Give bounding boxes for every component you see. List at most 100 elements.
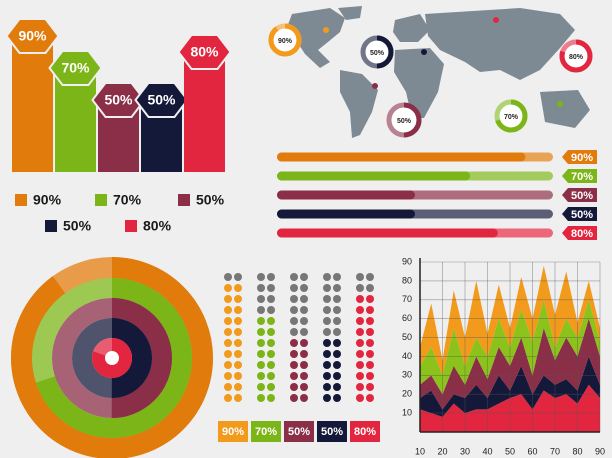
dot-filled	[323, 383, 331, 391]
dot-filled	[356, 295, 364, 303]
dot-filled	[366, 394, 374, 402]
dot-empty	[290, 328, 298, 336]
bar-hexagon	[177, 34, 232, 70]
dot-filled	[356, 394, 364, 402]
dot-filled	[300, 383, 308, 391]
map-pin	[372, 83, 378, 89]
dot-filled	[257, 350, 265, 358]
dot-filled	[333, 339, 341, 347]
dot-filled	[356, 328, 364, 336]
bar-label: 50%	[104, 92, 133, 108]
dot-filled	[267, 317, 275, 325]
dot-filled	[290, 372, 298, 380]
dot-filled	[257, 328, 265, 336]
y-tick-label: 10	[402, 407, 412, 417]
dot-filled	[323, 372, 331, 380]
dot-filled	[224, 328, 232, 336]
dot-filled	[224, 383, 232, 391]
dot-filled	[356, 350, 364, 358]
y-tick-label: 60	[402, 313, 412, 323]
dot-empty	[300, 317, 308, 325]
dot-filled	[323, 394, 331, 402]
dot-filled	[257, 339, 265, 347]
progress-label: 50%	[571, 209, 593, 221]
progress-label: 70%	[571, 171, 593, 183]
dot-filled	[234, 295, 242, 303]
dot-empty	[333, 306, 341, 314]
dot-empty	[323, 328, 331, 336]
dot-filled	[257, 394, 265, 402]
x-tick-label: 40	[482, 446, 492, 456]
dot-empty	[300, 284, 308, 292]
y-tick-label: 70	[402, 294, 412, 304]
dot-filled	[300, 394, 308, 402]
dot-empty	[267, 306, 275, 314]
dot-empty	[333, 295, 341, 303]
map-bubble-label: 70%	[504, 114, 519, 121]
dot-filled	[300, 350, 308, 358]
dot-empty	[267, 295, 275, 303]
dot-filled	[267, 361, 275, 369]
legend-swatch	[45, 220, 57, 232]
legend-label: 50%	[196, 192, 225, 208]
dot-empty	[300, 273, 308, 281]
progress-bar	[277, 190, 415, 200]
dot-empty	[323, 295, 331, 303]
map-pin	[323, 27, 329, 33]
progress-bar	[277, 209, 415, 219]
legend-label: 70%	[113, 192, 142, 208]
progress-tag	[562, 169, 597, 183]
dot-filled	[234, 284, 242, 292]
dot-filled	[356, 361, 364, 369]
dot-column	[257, 273, 275, 402]
bar-hexagon	[48, 50, 103, 86]
dot-filled	[234, 339, 242, 347]
x-tick-label: 80	[572, 446, 582, 456]
y-tick-label: 90	[402, 256, 412, 266]
dot-filled	[300, 339, 308, 347]
legend-label: 90%	[33, 192, 62, 208]
dot-label: 80%	[354, 426, 376, 438]
dot-empty	[257, 284, 265, 292]
dot-label-box	[350, 421, 380, 442]
map-bubble	[386, 102, 422, 138]
dot-filled	[333, 383, 341, 391]
dot-filled	[257, 361, 265, 369]
bar-label: 80%	[190, 44, 219, 60]
progress-bar	[277, 228, 498, 238]
dot-filled	[257, 317, 265, 325]
dot-filled	[267, 339, 275, 347]
map-pin	[493, 17, 499, 23]
progress-label: 80%	[571, 228, 593, 240]
dot-filled	[356, 339, 364, 347]
map-pin	[557, 101, 563, 107]
dot-empty	[323, 273, 331, 281]
dot-filled	[366, 306, 374, 314]
dot-label: 70%	[255, 426, 277, 438]
dot-filled	[300, 372, 308, 380]
map-pin	[421, 49, 427, 55]
dot-filled	[234, 383, 242, 391]
map-bubble	[559, 39, 593, 73]
dot-label-box	[218, 421, 248, 442]
dot-label-box	[317, 421, 347, 442]
progress-label: 50%	[571, 190, 593, 202]
dot-label-box	[251, 421, 281, 442]
dot-filled	[366, 350, 374, 358]
dot-label: 90%	[222, 426, 244, 438]
dot-filled	[257, 372, 265, 380]
dot-filled	[333, 350, 341, 358]
x-tick-label: 90	[595, 446, 605, 456]
dot-empty	[257, 306, 265, 314]
x-tick-label: 10	[415, 446, 425, 456]
legend-swatch	[15, 194, 27, 206]
dot-empty	[323, 284, 331, 292]
map-bubble	[360, 35, 394, 69]
dot-filled	[300, 361, 308, 369]
dot-filled	[267, 350, 275, 358]
dot-filled	[224, 306, 232, 314]
dot-empty	[257, 273, 265, 281]
ring-arc	[32, 278, 192, 438]
dot-filled	[234, 317, 242, 325]
